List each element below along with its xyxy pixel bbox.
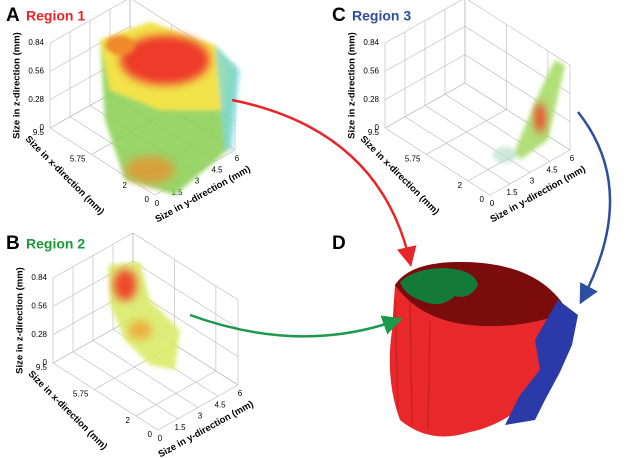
y-tick-label: 3 [530, 177, 535, 186]
panel-letter: C [332, 5, 346, 26]
x-tick-label: 0 [148, 430, 153, 439]
grid-line [92, 340, 199, 408]
z-axis-label: Size in z-direction (mm) [15, 267, 26, 374]
region-1-volume [100, 22, 240, 195]
grid-line [384, 26, 466, 72]
grid-line [467, 0, 571, 66]
x-tick-label: 9.5 [33, 128, 45, 137]
x-tick-label: 2 [122, 181, 127, 190]
grid-line [424, 105, 531, 173]
y-tick-label: 0 [490, 199, 495, 208]
z-tick-label: 0.56 [31, 301, 47, 310]
y-tick-label: 4.5 [546, 165, 558, 174]
z-tick-label: 0.84 [31, 273, 47, 282]
x-tick-label: 5.75 [405, 155, 421, 164]
z-tick-label: 0 [40, 123, 45, 132]
z-tick-label: 0 [375, 123, 380, 132]
y-tick-label: 4.5 [211, 165, 223, 174]
x-tick-label: 5.75 [70, 155, 86, 164]
y-tick-label: 1.5 [506, 188, 518, 197]
surface-rendering [389, 262, 578, 437]
x-axis-label: Size in x-direction (mm) [26, 369, 110, 453]
grid-line [132, 232, 239, 301]
z-tick-label: 0.84 [28, 38, 44, 47]
z-tick-label: 0.28 [31, 330, 47, 339]
panel-title: Region 3 [352, 8, 411, 24]
y-tick-label: 0 [158, 434, 163, 443]
z-tick-label: 0.56 [28, 66, 44, 75]
y-tick-label: 0 [155, 199, 160, 208]
z-tick-label: 0.28 [363, 95, 379, 104]
arrow [577, 111, 612, 305]
grid-line [49, 26, 131, 72]
z-axis-label: Size in z-direction (mm) [12, 32, 23, 139]
z-tick-label: 0.56 [363, 66, 379, 75]
panel-letter: D [332, 233, 346, 254]
x-tick-label: 9.5 [368, 128, 380, 137]
panel-title: Region 1 [26, 8, 85, 24]
grid-line [52, 232, 134, 279]
grid-line [132, 261, 239, 329]
x-tick-label: 2 [125, 416, 130, 425]
z-tick-label: 0.28 [28, 95, 44, 104]
x-tick-label: 0 [480, 195, 485, 204]
x-tick-label: 5.75 [73, 390, 89, 399]
y-tick-label: 3 [198, 412, 203, 421]
z-tick-label: 0 [43, 358, 48, 367]
x-axis-label: Size in x-direction (mm) [23, 134, 107, 218]
region-2-volume [108, 262, 180, 370]
x-tick-label: 9.5 [36, 363, 48, 372]
grid-line [464, 82, 571, 151]
grid-line [52, 362, 159, 431]
panel-letter: B [6, 233, 20, 254]
grid-line [384, 0, 463, 44]
arrow [231, 98, 417, 267]
grid-line [72, 351, 179, 420]
grid-line [384, 82, 466, 129]
grid-line [384, 127, 491, 196]
grid-line [49, 0, 128, 44]
grid-line [404, 116, 511, 185]
y-tick-label: 6 [238, 389, 243, 398]
y-tick-label: 3 [195, 177, 200, 186]
region-3-volume [493, 60, 565, 163]
z-tick-label: 0.84 [363, 38, 379, 47]
y-tick-label: 6 [570, 154, 575, 163]
x-tick-label: 2 [457, 181, 462, 190]
y-tick-label: 1.5 [174, 423, 186, 432]
panel-title: Region 2 [26, 236, 85, 252]
panel-letter: A [6, 5, 20, 26]
arrow [189, 313, 403, 338]
grid-line [49, 127, 156, 196]
grid-line [384, 54, 466, 100]
y-axis-label: Size in y-direction (mm) [156, 399, 255, 458]
x-tick-label: 0 [145, 195, 150, 204]
y-tick-label: 4.5 [214, 400, 226, 409]
y-tick-label: 6 [235, 154, 240, 163]
y-axis-label: Size in y-direction (mm) [488, 164, 587, 226]
z-axis-label: Size in z-direction (mm) [347, 32, 358, 139]
